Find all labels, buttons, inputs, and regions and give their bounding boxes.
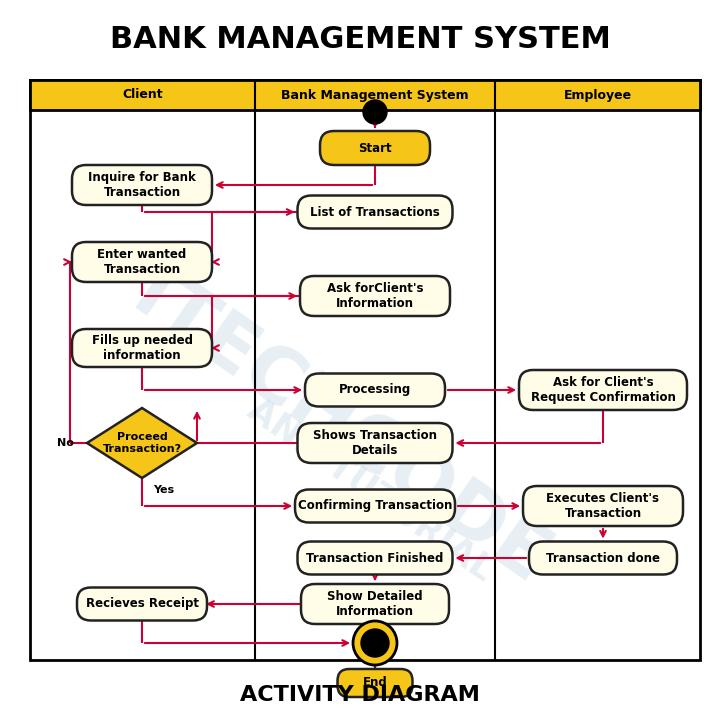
FancyBboxPatch shape xyxy=(300,276,450,316)
Text: AND TUTORIAL: AND TUTORIAL xyxy=(241,392,499,588)
FancyBboxPatch shape xyxy=(297,196,452,228)
FancyBboxPatch shape xyxy=(320,131,430,165)
FancyBboxPatch shape xyxy=(72,165,212,205)
FancyBboxPatch shape xyxy=(305,374,445,407)
Text: Bank Management System: Bank Management System xyxy=(282,89,469,102)
FancyBboxPatch shape xyxy=(529,541,677,575)
Text: Ask forClient's
Information: Ask forClient's Information xyxy=(327,282,423,310)
FancyBboxPatch shape xyxy=(297,541,452,575)
Text: Fills up needed
information: Fills up needed information xyxy=(91,334,192,362)
Text: Start: Start xyxy=(358,142,392,155)
Text: Shows Transaction
Details: Shows Transaction Details xyxy=(313,429,437,457)
FancyBboxPatch shape xyxy=(295,490,455,523)
Text: No: No xyxy=(57,438,73,448)
FancyBboxPatch shape xyxy=(297,423,452,463)
Text: Client: Client xyxy=(122,89,163,102)
Text: Ask for Client's
Request Confirmation: Ask for Client's Request Confirmation xyxy=(531,376,675,404)
Text: Employee: Employee xyxy=(564,89,631,102)
FancyBboxPatch shape xyxy=(72,329,212,367)
Polygon shape xyxy=(87,408,197,478)
Text: List of Transactions: List of Transactions xyxy=(310,205,440,218)
Bar xyxy=(30,80,700,660)
Circle shape xyxy=(361,629,389,657)
Text: End: End xyxy=(363,677,387,690)
Text: Confirming Transaction: Confirming Transaction xyxy=(298,500,452,513)
Text: Transaction Finished: Transaction Finished xyxy=(306,552,444,564)
FancyBboxPatch shape xyxy=(301,584,449,624)
Text: ITECHCODE: ITECHCODE xyxy=(119,259,562,600)
FancyBboxPatch shape xyxy=(523,486,683,526)
Text: Yes: Yes xyxy=(153,485,174,495)
Circle shape xyxy=(363,100,387,124)
Circle shape xyxy=(353,621,397,665)
Text: Executes Client's
Transaction: Executes Client's Transaction xyxy=(546,492,660,520)
FancyBboxPatch shape xyxy=(519,370,687,410)
Bar xyxy=(30,80,700,110)
Text: Proceed
Transaction?: Proceed Transaction? xyxy=(102,432,181,454)
Text: Recieves Receipt: Recieves Receipt xyxy=(86,598,199,611)
Text: Enter wanted
Transaction: Enter wanted Transaction xyxy=(97,248,186,276)
Text: Inquire for Bank
Transaction: Inquire for Bank Transaction xyxy=(88,171,196,199)
FancyBboxPatch shape xyxy=(72,242,212,282)
Text: Show Detailed
Information: Show Detailed Information xyxy=(327,590,423,618)
FancyBboxPatch shape xyxy=(77,588,207,621)
Text: Transaction done: Transaction done xyxy=(546,552,660,564)
FancyBboxPatch shape xyxy=(338,669,413,697)
Text: BANK MANAGEMENT SYSTEM: BANK MANAGEMENT SYSTEM xyxy=(109,25,611,55)
Text: ACTIVITY DIAGRAM: ACTIVITY DIAGRAM xyxy=(240,685,480,705)
Text: Processing: Processing xyxy=(339,384,411,397)
